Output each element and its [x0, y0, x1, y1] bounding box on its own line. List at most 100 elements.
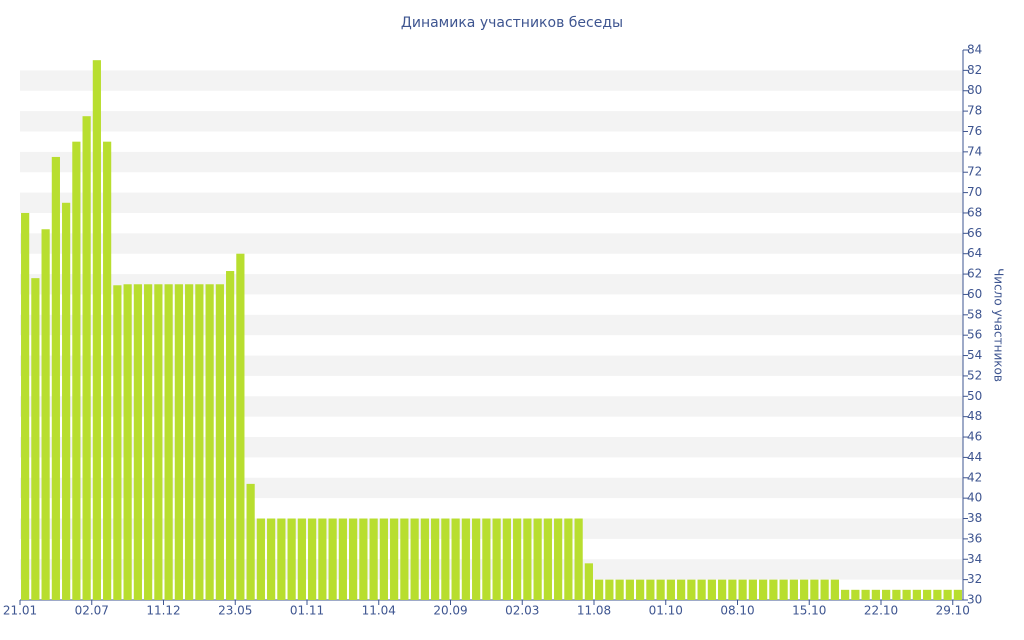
bar [144, 284, 153, 600]
bar [830, 579, 839, 600]
y-tick-label: 74 [967, 144, 982, 158]
x-tick-label: 21.01 [3, 604, 37, 618]
grid-band [20, 111, 963, 132]
grid-band [20, 437, 963, 458]
bar [379, 518, 388, 600]
grid-band [20, 274, 963, 295]
bar [933, 589, 942, 600]
bar [502, 518, 511, 600]
bar [82, 116, 91, 600]
bar [441, 518, 450, 600]
x-tick-label: 22.10 [864, 604, 898, 618]
bar [892, 589, 901, 600]
bar [236, 253, 245, 600]
bar [472, 518, 481, 600]
bar [113, 285, 122, 600]
x-tick-label: 23.05 [218, 604, 252, 618]
bar [185, 284, 194, 600]
bar [564, 518, 573, 600]
bar [820, 579, 829, 600]
y-axis-title: Число участников [992, 268, 1006, 382]
bar [923, 589, 932, 600]
bar [810, 579, 819, 600]
bar [62, 202, 71, 600]
bar [195, 284, 204, 600]
y-tick-label: 66 [967, 226, 982, 240]
bar [359, 518, 368, 600]
bar [420, 518, 429, 600]
y-tick-label: 52 [967, 368, 982, 382]
bar [338, 518, 347, 600]
x-tick-label: 15.10 [792, 604, 826, 618]
x-tick-label: 11.12 [146, 604, 180, 618]
bar [953, 589, 962, 600]
grid-band [20, 477, 963, 499]
bar [349, 518, 358, 600]
y-tick-label: 38 [967, 511, 982, 525]
bar [308, 518, 317, 600]
bar [215, 284, 224, 600]
bar [369, 518, 378, 600]
y-tick-label: 60 [967, 287, 982, 301]
bar [595, 579, 604, 600]
bar [410, 518, 419, 600]
y-tick-label: 78 [967, 104, 982, 118]
bar [174, 284, 183, 600]
x-tick-label: 01.10 [649, 604, 683, 618]
bar [769, 579, 778, 600]
y-tick-label: 56 [967, 328, 982, 342]
y-tick-label: 82 [967, 63, 982, 77]
grid-band [20, 314, 963, 336]
bar [800, 579, 809, 600]
grid-band [20, 355, 963, 376]
x-tick-label: 11.04 [362, 604, 396, 618]
bar [871, 589, 880, 600]
grid-band [20, 518, 963, 539]
bar [400, 518, 409, 600]
y-tick-label: 62 [967, 267, 982, 281]
grid-band [20, 233, 963, 254]
bar [615, 579, 624, 600]
bar [41, 229, 50, 600]
bar [584, 563, 593, 600]
bar [605, 579, 614, 600]
bar [543, 518, 552, 600]
bar [666, 579, 675, 600]
bar [123, 284, 132, 600]
bar [492, 518, 501, 600]
bar [431, 518, 440, 600]
y-tick-label: 30 [967, 593, 982, 607]
y-tick-label: 44 [967, 450, 982, 464]
bar [738, 579, 747, 600]
bar [451, 518, 460, 600]
bar [256, 518, 265, 600]
bar [759, 579, 768, 600]
bar [656, 579, 665, 600]
x-tick-label: 08.10 [720, 604, 754, 618]
bar [718, 579, 727, 600]
bar [513, 518, 522, 600]
x-tick-label: 20.09 [433, 604, 467, 618]
bar [482, 518, 491, 600]
y-tick-label: 34 [967, 552, 982, 566]
bar [297, 518, 306, 600]
bar [728, 579, 737, 600]
bar [861, 589, 870, 600]
bar [92, 60, 101, 601]
x-tick-label: 02.03 [505, 604, 539, 618]
y-tick-label: 84 [967, 43, 982, 57]
bar [277, 518, 286, 600]
y-tick-label: 46 [967, 430, 982, 444]
y-tick-label: 76 [967, 124, 982, 138]
bar [328, 518, 337, 600]
bar [841, 589, 850, 600]
bar [154, 284, 163, 600]
bar [523, 518, 532, 600]
y-tick-label: 36 [967, 531, 982, 545]
y-tick-label: 40 [967, 491, 982, 505]
bar [533, 518, 542, 600]
grid-band [20, 559, 963, 580]
y-tick-label: 54 [967, 348, 982, 362]
bar [164, 284, 173, 600]
